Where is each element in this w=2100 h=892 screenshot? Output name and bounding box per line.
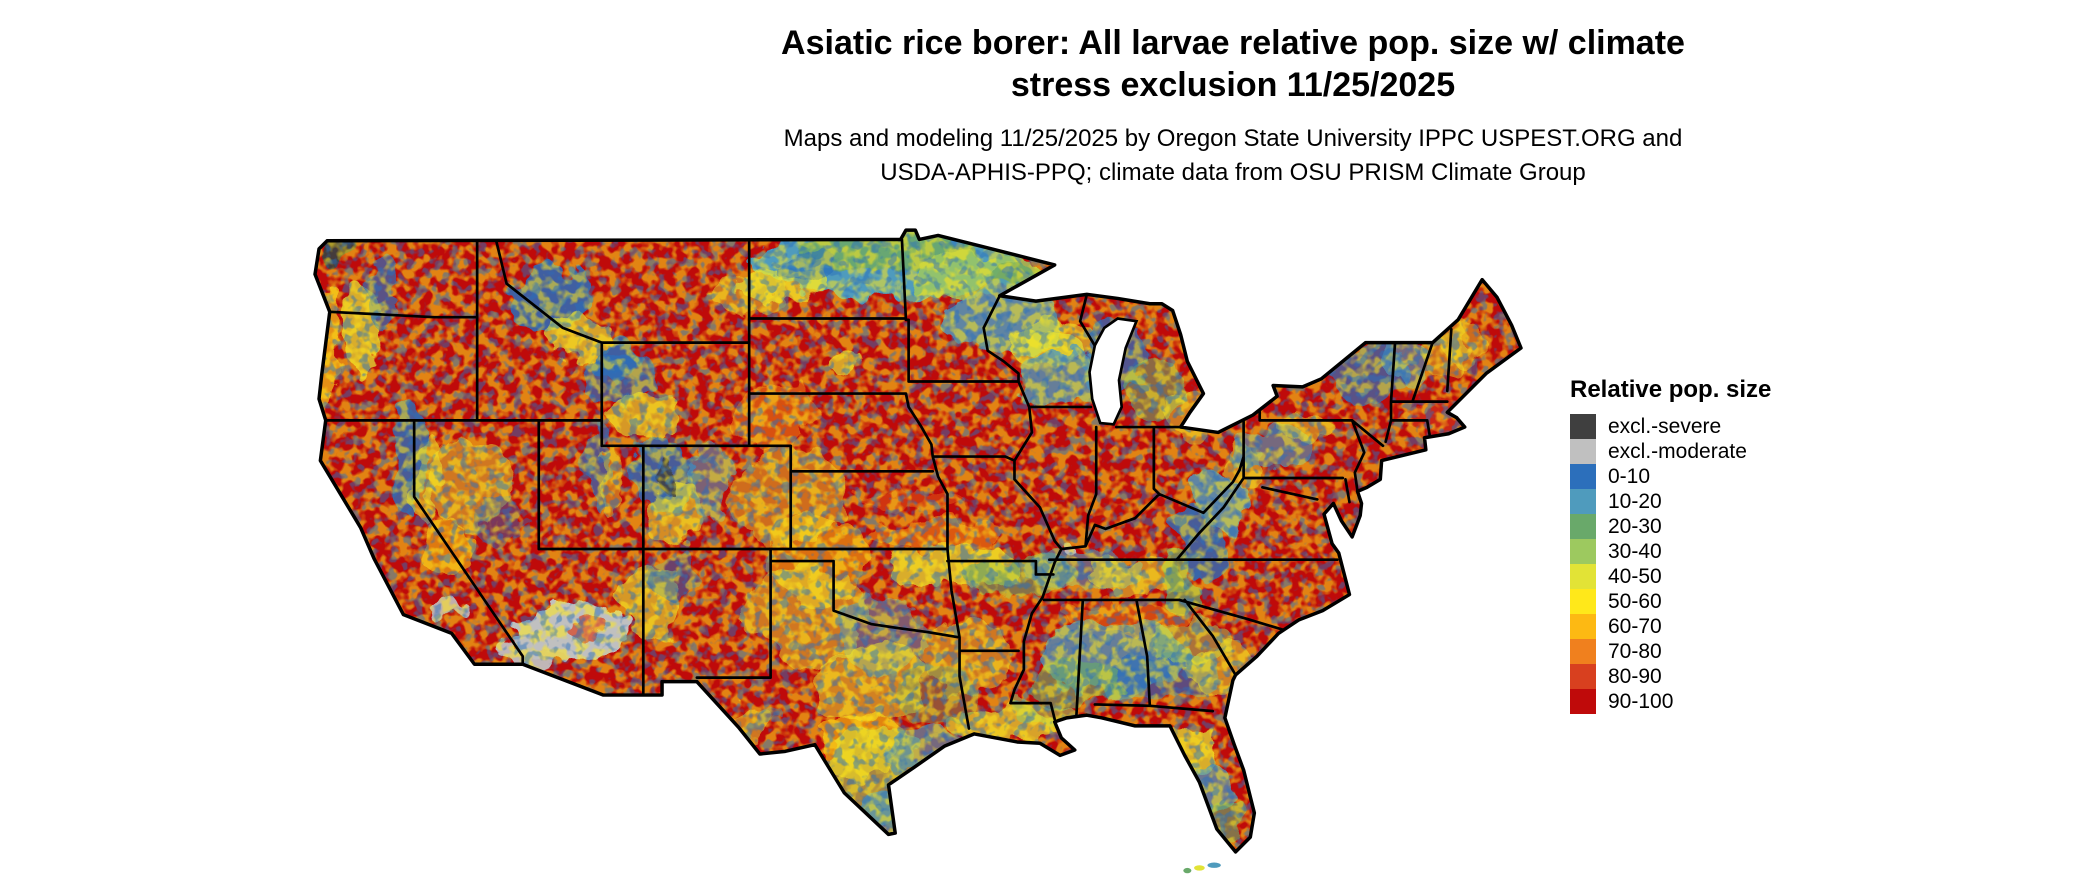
legend-item: 10-20 (1570, 489, 1870, 514)
page-subtitle: Maps and modeling 11/25/2025 by Oregon S… (433, 122, 2033, 190)
legend: Relative pop. size excl.-severe excl.-mo… (1570, 376, 1870, 714)
page-subtitle-line1: Maps and modeling 11/25/2025 by Oregon S… (783, 125, 1683, 152)
page-title-line1: Asiatic rice borer: All larvae relative … (781, 24, 1685, 62)
legend-item: 80-90 (1570, 664, 1870, 689)
legend-label: 80-90 (1608, 665, 1662, 688)
legend-label: excl.-moderate (1608, 440, 1747, 463)
page-title-line2: stress exclusion 11/25/2025 (1010, 66, 1456, 104)
legend-label: excl.-severe (1608, 415, 1722, 438)
legend-label: 70-80 (1608, 640, 1662, 663)
legend-item: 40-50 (1570, 564, 1870, 589)
legend-swatch (1570, 639, 1596, 664)
florida-keys (1183, 862, 1221, 874)
legend-label: 50-60 (1608, 590, 1662, 613)
legend-label: 40-50 (1608, 565, 1662, 588)
page-title: Asiatic rice borer: All larvae relative … (433, 22, 2033, 106)
legend-item: 20-30 (1570, 514, 1870, 539)
legend-swatch (1570, 514, 1596, 539)
legend-label: 10-20 (1608, 490, 1662, 513)
legend-swatch (1570, 439, 1596, 464)
legend-swatch (1570, 489, 1596, 514)
legend-label: 60-70 (1608, 615, 1662, 638)
legend-swatch (1570, 689, 1596, 714)
legend-label: 20-30 (1608, 515, 1662, 538)
legend-title: Relative pop. size (1570, 376, 1772, 403)
us-outline (313, 228, 1523, 854)
legend-label: 0-10 (1608, 465, 1651, 488)
legend-swatch (1570, 414, 1596, 439)
map-area (308, 214, 1528, 884)
legend-swatch (1570, 564, 1596, 589)
legend-swatch (1570, 464, 1596, 489)
legend-item: excl.-severe (1570, 414, 1870, 439)
legend-item: 50-60 (1570, 589, 1870, 614)
legend-item: 0-10 (1570, 464, 1870, 489)
legend-item: 90-100 (1570, 689, 1870, 714)
lake-michigan (1088, 317, 1139, 426)
legend-swatch (1570, 614, 1596, 639)
legend-item: 70-80 (1570, 639, 1870, 664)
legend-swatch (1570, 589, 1596, 614)
legend-label: 30-40 (1608, 540, 1662, 563)
legend-item: excl.-moderate (1570, 439, 1870, 464)
page-subtitle-line2: USDA-APHIS-PPQ; climate data from OSU PR… (880, 159, 1586, 186)
legend-item: 30-40 (1570, 539, 1870, 564)
legend-item: 60-70 (1570, 614, 1870, 639)
legend-label: 90-100 (1608, 690, 1674, 713)
state-borders (324, 238, 1453, 730)
us-choropleth-map (313, 228, 1523, 874)
legend-swatch (1570, 539, 1596, 564)
legend-swatch (1570, 664, 1596, 689)
